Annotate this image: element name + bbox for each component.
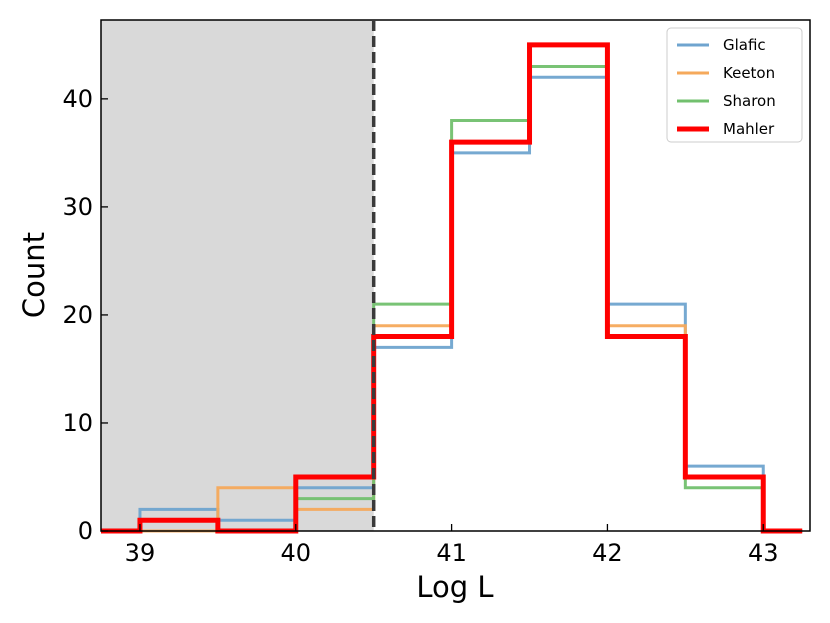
plot-frame	[100, 19, 811, 532]
ticks-layer: 39 40 41 42 43 0 10 20 30 40	[62, 85, 778, 567]
legend-label-glafic: Glafic	[723, 36, 766, 54]
y-tick-label-40: 40	[62, 85, 93, 113]
legend-label-mahler: Mahler	[723, 120, 775, 138]
x-tick-label-39: 39	[125, 539, 156, 567]
legend-label-sharon: Sharon	[723, 92, 776, 110]
shaded-region	[101, 20, 374, 531]
axes-layer	[100, 19, 811, 532]
shaded-region-layer	[101, 20, 374, 531]
x-tick-label-40: 40	[281, 539, 312, 567]
x-tick-label-42: 42	[592, 539, 623, 567]
series-layer	[101, 42, 803, 534]
legend-label-keeton: Keeton	[723, 64, 775, 82]
y-tick-label-20: 20	[62, 301, 93, 329]
y-tick-label-10: 10	[62, 409, 93, 437]
x-tick-label-41: 41	[436, 539, 467, 567]
x-tick-label-43: 43	[748, 539, 779, 567]
x-axis-label: Log L	[416, 570, 493, 604]
y-tick-label-30: 30	[62, 193, 93, 221]
legend: Glafic Keeton Sharon Mahler	[666, 27, 803, 143]
series-line-mahler	[101, 42, 803, 534]
y-tick-label-0: 0	[78, 517, 93, 545]
legend-box	[666, 27, 803, 143]
y-axis-label: Count	[17, 232, 51, 318]
